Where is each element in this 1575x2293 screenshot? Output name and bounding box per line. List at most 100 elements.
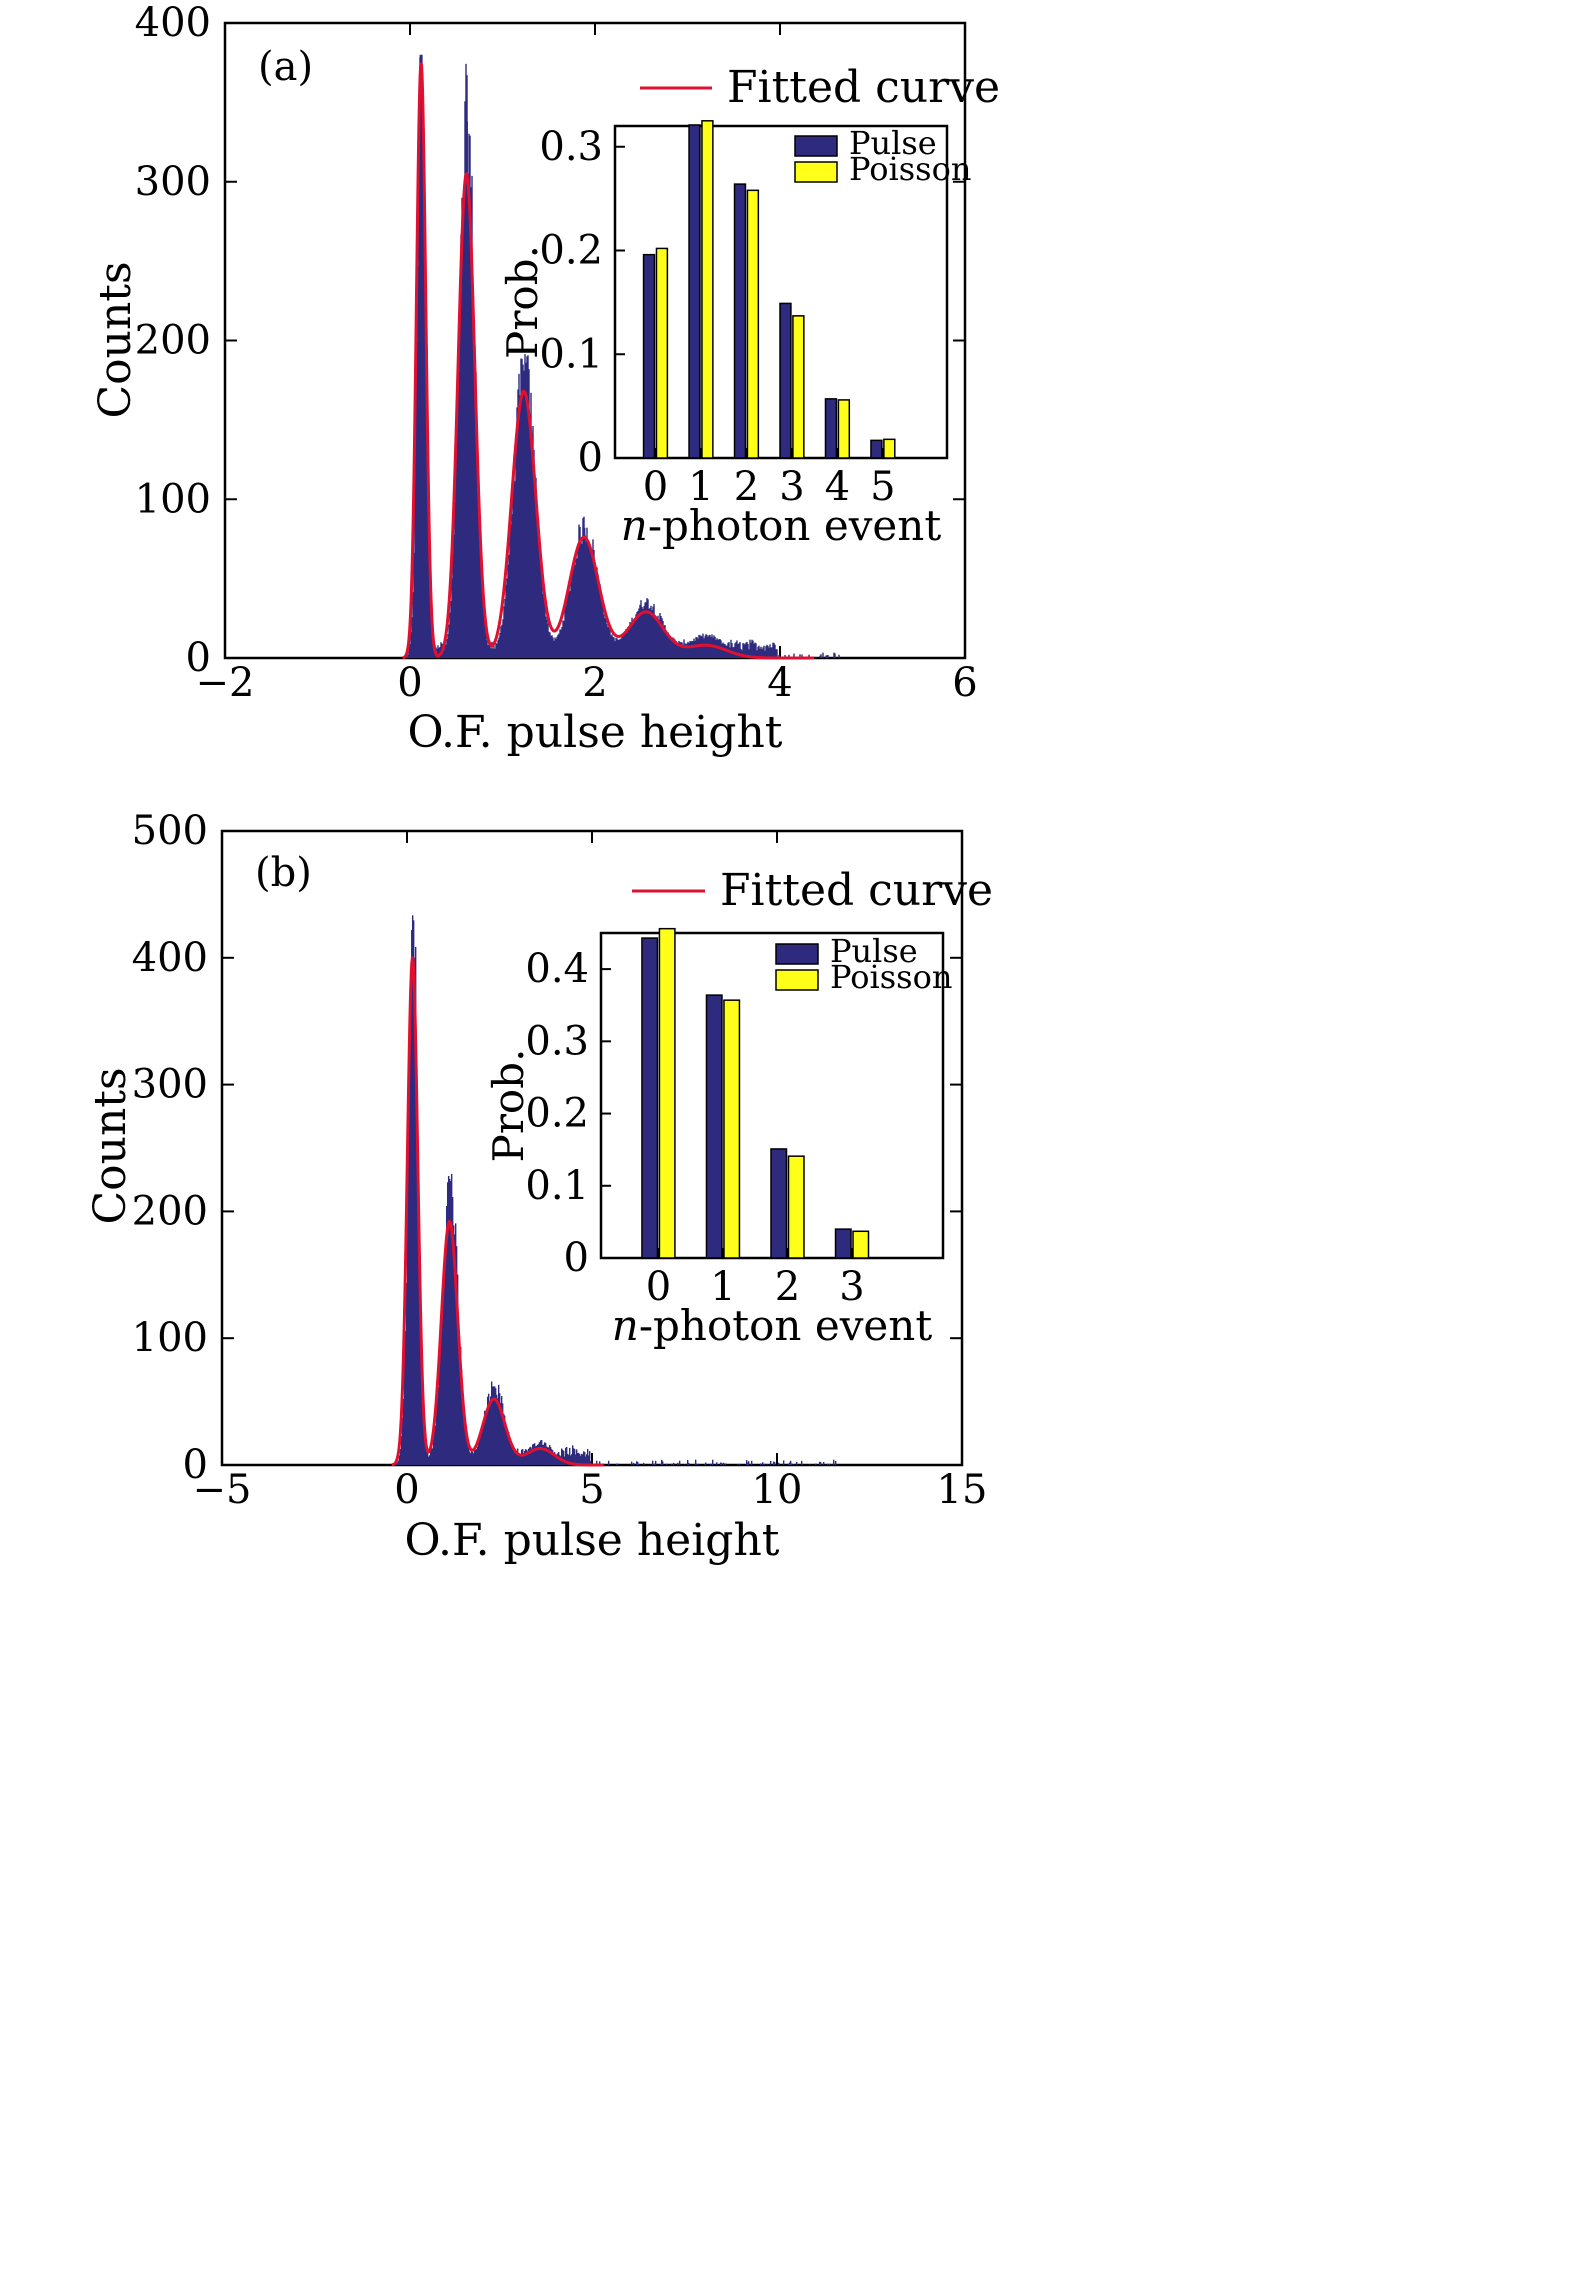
histogram-bin [822,1461,825,1465]
histogram-bin [532,1443,535,1465]
histogram-bin [766,644,768,658]
histogram-bin [476,1446,479,1465]
histogram-bin [549,1447,552,1465]
histogram-bin [407,1128,410,1465]
histogram-bin [776,649,778,658]
legend-fit-label: Fitted curve [727,62,1000,113]
histogram-bin [568,587,570,658]
histogram-bin [469,135,471,658]
histogram-bin [497,640,499,658]
histogram-bin [413,957,416,1465]
histogram-bin [520,358,522,658]
histogram-bin [586,1448,589,1465]
histogram-bin [441,1297,444,1465]
histogram-bin [542,593,544,658]
histogram-bin [510,524,512,658]
x-tick-label: 2 [582,660,607,706]
histogram-bin [820,654,822,658]
histogram-bin [456,423,458,658]
histogram-bin [506,578,508,658]
histogram-bin [472,293,474,658]
histogram-bin [625,629,627,658]
y-tick-label: 100 [135,476,211,522]
histogram-bin [399,1448,402,1465]
histogram-bin [616,638,618,658]
y-tick-label: 300 [135,159,211,205]
histogram-bin [463,1421,466,1465]
histogram-bin [471,175,473,659]
histogram-bin [683,639,685,658]
histogram-bin [530,392,532,658]
x-tick-label: 15 [937,1467,988,1513]
histogram-bin [743,643,745,658]
histogram-bin [555,638,557,658]
histogram-bin [745,642,747,658]
inset-legend-label-pulse: Pulse [849,124,937,162]
histogram-bin [429,572,431,658]
histogram-bin [566,597,568,658]
x-tick-label: 5 [579,1467,604,1513]
histogram-bin [478,494,480,658]
histogram-bin [427,1456,430,1465]
histogram-bin [449,612,451,658]
histogram-bin [603,614,605,658]
histogram-bin [486,1396,489,1465]
histogram-bin [693,638,695,658]
inset-x-axis-title-rest: -photon event [639,1301,932,1350]
histogram-bin [495,642,497,658]
histogram-bin [695,1463,698,1465]
histogram-peak-2 [492,1386,496,1465]
y-tick-label: 100 [132,1315,208,1361]
legend-fit-label: Fitted curve [720,865,993,916]
x-tick-label: 10 [752,1467,803,1513]
histogram-bin [445,644,447,658]
histogram-bin [613,637,615,658]
histogram-bin [818,1461,821,1465]
histogram-bin [736,640,738,658]
histogram-bin [759,648,761,658]
histogram-bin [495,1394,498,1465]
histogram-peak-5 [704,635,708,658]
histogram-bin [628,626,630,658]
histogram-bin [514,481,516,658]
histogram-bin [680,642,682,658]
histogram-bin [738,1463,741,1465]
histogram-bin [674,639,676,658]
histogram-bin [425,1451,428,1465]
histogram-bin [689,641,691,658]
histogram-bin [632,623,634,658]
histogram-bin [485,632,487,658]
inset-x-axis-title-rest: -photon event [648,501,941,550]
histogram-bin [535,1445,538,1465]
histogram-bin [730,639,732,658]
histogram-bin [435,1410,438,1465]
histogram-bin [763,645,765,658]
histogram-bin [734,643,736,658]
inset-bar-pulse [733,183,747,459]
histogram-bin [737,643,739,658]
inset-x-axis-title-italic: n [612,1301,639,1350]
histogram-bin [534,488,536,658]
histogram-bin [595,1460,598,1465]
histogram-bin [491,641,493,658]
histogram-bin [579,1455,582,1465]
histogram-bin [423,1435,426,1465]
histogram-bin [576,558,578,658]
histogram-bin [488,1403,491,1465]
histogram-bin [766,1464,769,1465]
histogram-bin [543,591,545,658]
histogram-bin [526,1451,529,1465]
histogram-bin [715,1462,718,1465]
histogram-bin [760,646,762,658]
histogram-bin [436,1392,439,1465]
y-tick-label: 0 [183,1442,208,1488]
histogram-bin [544,602,546,658]
histogram-bin [642,608,644,658]
histogram-bin [787,1463,790,1465]
histogram-bin [471,1451,474,1465]
histogram-bin [635,1461,638,1465]
y-tick-label: 200 [132,1188,208,1234]
histogram-bin [745,1460,748,1465]
